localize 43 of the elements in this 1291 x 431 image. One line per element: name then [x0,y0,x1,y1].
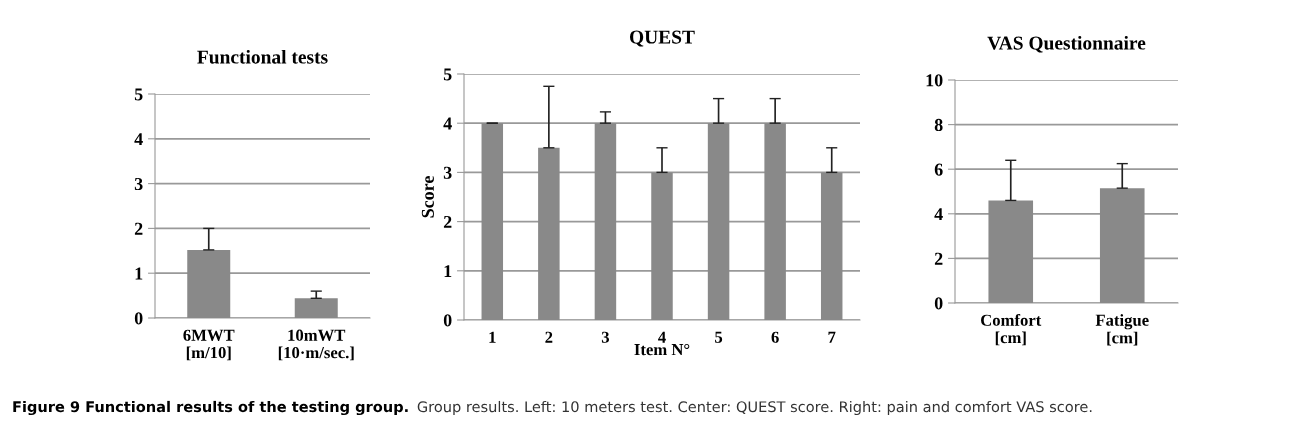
y-tick-label: 1 [135,267,143,280]
y-tick-label: 2 [134,222,143,235]
y-tick-label: 0 [934,297,943,310]
y-tick-label: 5 [134,88,143,101]
x-tick-label: 6MWT [m/10] [183,329,235,361]
x-tick-label: 10mWT [10·m/sec.] [278,329,354,361]
y-tick-label: 0 [134,312,143,325]
bar [820,172,843,320]
bar [538,147,560,320]
bar [764,123,786,320]
y-tick-label: 2 [934,252,943,265]
y-tick-label: 6 [934,163,943,176]
x-tick-label: Fatigue [cm] [1095,314,1149,346]
y-tick-label: 10 [926,74,943,87]
chart-title: VAS Questionnaire [987,35,1146,53]
y-tick-label: 4 [934,208,943,221]
y-tick-label: 0 [443,314,452,327]
bar [707,123,730,320]
x-tick-label: 2 [545,331,553,343]
y-tick-label: 4 [443,117,452,130]
chart-title: Functional tests [197,49,328,64]
x-tick-label: 4 [658,331,666,343]
x-tick-label: 3 [601,331,610,343]
y-tick-label: 5 [443,68,452,81]
caption: Figure 9 Functional results of the testing group. [13,400,408,416]
x-tick-label: 5 [715,331,723,343]
y-tick-label: 1 [444,265,452,278]
x-tick-label: Comfort [cm] [981,313,1042,346]
x-tick-label: 6 [771,331,779,343]
y-tick-label: 8 [934,118,943,132]
bar [481,123,504,320]
y-tick-label: 4 [134,133,143,146]
text: Group results. Left: 10 meters test. Center: QUEST score. Right: pain and comfort VAS score. [417,400,1092,416]
chart-title: QUEST [629,30,695,47]
bar [594,123,617,320]
x-tick-label: 1 [489,331,496,343]
y-tick-label: 3 [443,166,452,179]
bar [651,172,673,320]
x-tick-label: 7 [828,331,836,343]
y-tick-label: 3 [134,177,143,191]
y-axis-title: Score [421,176,434,218]
x-axis-title: Item N° [634,343,690,356]
y-tick-label: 2 [443,215,452,228]
